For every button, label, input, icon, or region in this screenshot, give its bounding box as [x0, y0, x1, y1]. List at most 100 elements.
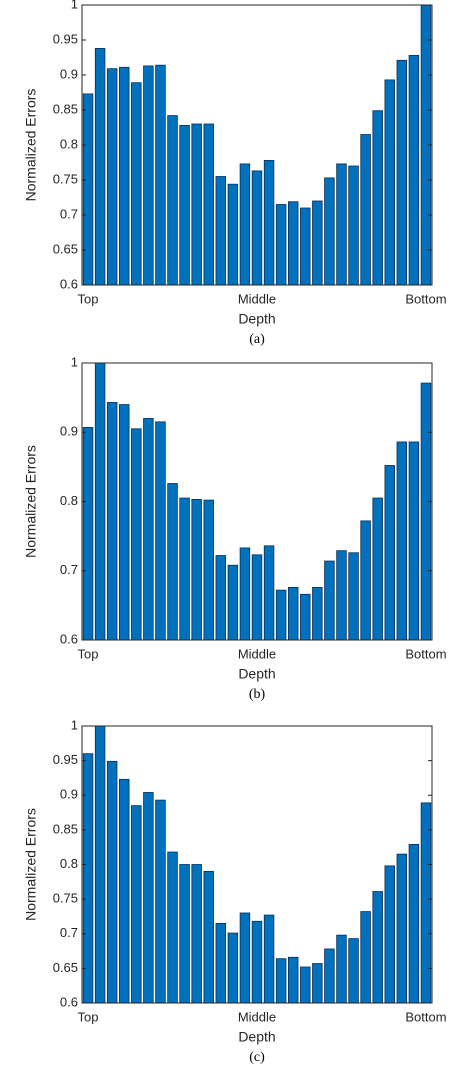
bar: [215, 555, 227, 641]
y-tick-label: 0.85: [53, 101, 78, 116]
bar: [227, 183, 239, 286]
x-tick-label: Middle: [238, 291, 276, 306]
bar: [263, 914, 275, 1004]
bar: [263, 159, 275, 286]
y-axis-label: Normalized Errors: [23, 89, 39, 202]
bar: [215, 176, 227, 286]
bar: [131, 805, 142, 1004]
bar: [408, 441, 420, 641]
bar: [203, 871, 214, 1004]
bar: [360, 911, 371, 1004]
bar: [155, 799, 166, 1004]
bar: [239, 547, 251, 641]
bar: [348, 552, 359, 641]
bar: [119, 778, 130, 1004]
bar: [179, 497, 190, 641]
bar: [408, 55, 420, 286]
bar: [300, 593, 311, 641]
bar: [348, 165, 359, 286]
bar: [384, 465, 395, 641]
x-axis-label: Depth: [238, 1029, 275, 1045]
bar: [239, 163, 251, 286]
bar: [275, 958, 287, 1004]
x-tick-label: Top: [78, 291, 99, 306]
bar: [179, 864, 190, 1004]
bar: [420, 802, 432, 1004]
bar: [312, 200, 323, 286]
bar: [203, 499, 214, 641]
y-tick-label: 0.7: [60, 206, 78, 221]
x-tick-label: Middle: [238, 646, 276, 661]
bar: [106, 402, 118, 641]
bar: [94, 48, 106, 286]
bar: [324, 177, 335, 286]
bar: [396, 853, 408, 1004]
y-tick-label: 1: [71, 0, 78, 11]
bar: [82, 753, 94, 1004]
y-tick-label: 0.75: [53, 171, 78, 186]
x-tick-label: Bottom: [405, 291, 446, 306]
bar: [203, 123, 214, 286]
bar: [179, 125, 190, 286]
bar: [263, 545, 275, 641]
bar: [372, 891, 383, 1004]
bar: [396, 441, 408, 641]
bar: [312, 586, 323, 641]
y-tick-label: 0.6: [60, 631, 78, 646]
caption: (a): [249, 332, 265, 347]
bar: [360, 520, 371, 641]
y-axis-label: Normalized Errors: [23, 808, 39, 921]
y-tick-label: 0.95: [53, 31, 78, 46]
y-tick-label: 0.75: [53, 891, 78, 906]
bar: [251, 920, 263, 1004]
x-tick-label: Bottom: [405, 646, 446, 661]
bar: [336, 163, 347, 286]
y-tick-label: 0.8: [60, 493, 78, 508]
bar: [227, 932, 239, 1004]
bar: [324, 948, 335, 1004]
bar: [372, 497, 383, 641]
bar: [143, 417, 154, 641]
caption: (b): [249, 687, 266, 702]
y-tick-label: 0.8: [60, 136, 78, 151]
bar: [251, 554, 263, 641]
bar: [94, 362, 106, 641]
bar: [360, 134, 371, 286]
x-tick-label: Bottom: [405, 1009, 446, 1024]
bar: [131, 82, 142, 286]
bar: [167, 115, 178, 286]
y-tick-label: 1: [71, 354, 78, 369]
y-tick-label: 0.6: [60, 276, 78, 291]
bar: [408, 844, 420, 1004]
y-tick-label: 0.8: [60, 856, 78, 871]
caption: (c): [249, 1050, 265, 1065]
y-tick-label: 0.65: [53, 960, 78, 975]
bar: [372, 110, 383, 286]
bar: [155, 64, 166, 286]
x-tick-label: Top: [78, 646, 99, 661]
y-tick-label: 0.85: [53, 821, 78, 836]
bar: [119, 404, 130, 641]
bar: [348, 938, 359, 1004]
x-axis-label: Depth: [238, 666, 275, 682]
bar: [287, 201, 299, 286]
bar: [300, 966, 311, 1004]
bar: [106, 760, 118, 1004]
bar: [191, 864, 202, 1004]
bar: [396, 59, 408, 286]
y-tick-label: 0.7: [60, 925, 78, 940]
bar: [384, 865, 395, 1004]
bar: [275, 204, 287, 286]
bar: [143, 792, 154, 1004]
bar: [94, 725, 106, 1004]
bar: [287, 586, 299, 641]
x-tick-label: Middle: [238, 1009, 276, 1024]
bar: [239, 912, 251, 1004]
bar: [287, 956, 299, 1004]
bar: [131, 428, 142, 641]
y-tick-label: 0.65: [53, 241, 78, 256]
bar: [143, 65, 154, 286]
bar: [384, 79, 395, 286]
